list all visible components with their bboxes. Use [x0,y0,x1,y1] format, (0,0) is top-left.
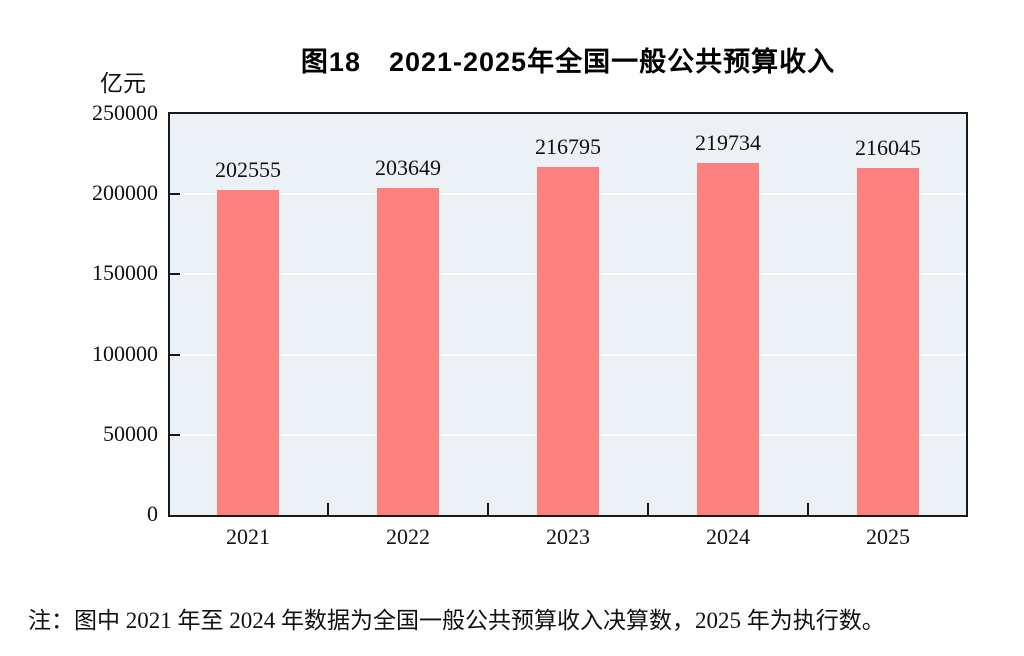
bar-value-label: 202555 [215,157,281,182]
x-tick-label: 2025 [866,524,910,549]
y-axis-unit-label: 亿元 [100,71,146,96]
x-tick-label: 2023 [546,524,590,549]
footnote: 注：图中 2021 年至 2024 年数据为全国一般公共预算收入决算数，2025… [28,608,885,633]
y-axis-tick [170,193,180,195]
y-axis-tick [170,434,180,436]
x-axis-tick [807,503,809,515]
plot-area [168,112,968,517]
y-tick-label: 250000 [92,100,158,125]
y-tick-label: 100000 [92,341,158,366]
y-tick-label: 0 [147,501,158,526]
y-tick-label: 150000 [92,260,158,285]
x-axis-tick [487,503,489,515]
x-tick-label: 2021 [226,524,270,549]
chart-title: 图18 2021-2025年全国一般公共预算收入 [300,47,836,77]
bar [377,188,439,515]
bar-value-label: 216795 [535,134,601,159]
y-axis-tick [170,273,180,275]
x-axis-tick [647,503,649,515]
x-axis-tick [327,503,329,515]
bar-value-label: 203649 [375,155,441,180]
x-tick-label: 2024 [706,524,750,549]
y-axis-tick [170,354,180,356]
y-tick-label: 50000 [103,421,158,446]
bar [857,168,919,515]
bar-value-label: 216045 [855,135,921,160]
bar [697,163,759,515]
bar [217,190,279,515]
bar [537,167,599,515]
x-tick-label: 2022 [386,524,430,549]
y-tick-label: 200000 [92,180,158,205]
bar-value-label: 219734 [695,130,761,155]
